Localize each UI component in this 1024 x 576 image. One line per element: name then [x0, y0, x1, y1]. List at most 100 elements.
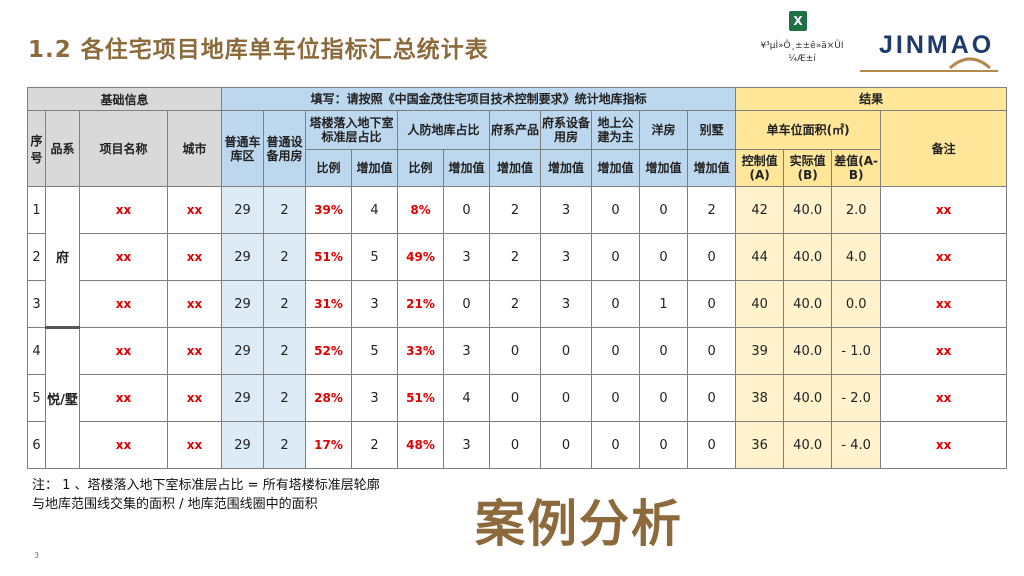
- cell-equip: 2: [263, 233, 307, 281]
- excel-caption-line2: ¼Æ±í: [788, 54, 816, 64]
- cell-tower-inc: 3: [351, 280, 399, 328]
- cell-garage: 29: [221, 327, 265, 375]
- cell-actual: 40.0: [783, 421, 833, 469]
- cell-civil-inc: 3: [443, 421, 491, 469]
- cell-control: 44: [735, 233, 785, 281]
- cell-city: xx: [166, 186, 223, 234]
- col-header-unit-area: 单车位面积(㎡): [735, 110, 882, 150]
- cell-project: xx: [79, 421, 168, 469]
- col-header-garage-area: 普通车库区: [221, 110, 265, 187]
- cell-western: 0: [639, 374, 689, 422]
- cell-remark: xx: [880, 374, 1008, 422]
- cell-actual: 40.0: [783, 327, 833, 375]
- cell-tower-inc: 5: [351, 327, 399, 375]
- cell-villa: 0: [687, 374, 737, 422]
- page-title: 1.2 各住宅项目地库单车位指标汇总统计表: [28, 37, 489, 63]
- cell-actual: 40.0: [783, 186, 833, 234]
- cell-project: xx: [79, 374, 168, 422]
- cell-sys-equip: 0: [540, 327, 593, 375]
- cell-actual: 40.0: [783, 233, 833, 281]
- cell-diff: - 1.0: [831, 327, 882, 375]
- footnote: 注： 1 、塔楼落入地下室标准层占比 = 所有塔楼标准层轮廓 与地库范围线交集的…: [32, 476, 380, 514]
- cell-seq: 4: [27, 327, 46, 375]
- cell-sys-equip: 3: [540, 233, 593, 281]
- cell-garage: 29: [221, 421, 265, 469]
- excel-caption-line1: ¥³µÌ»Ô¸±±ê»ã×ÜI: [760, 41, 844, 51]
- excel-file-caption[interactable]: ¥³µÌ»Ô¸±±ê»ã×ÜI ¼Æ±í: [752, 40, 852, 66]
- col-header-remark: 备注: [880, 110, 1008, 187]
- cell-city: xx: [166, 280, 223, 328]
- sub-header-control: 控制值(A): [735, 149, 785, 187]
- cell-equip: 2: [263, 327, 307, 375]
- cell-city: xx: [166, 327, 223, 375]
- cell-civil-ratio: 51%: [397, 374, 445, 422]
- col-header-villa: 别墅: [687, 110, 737, 150]
- table-row: 3 xx xx 29 2 31% 3 21% 0 2 3 0 1 0 40 40…: [27, 280, 1008, 328]
- excel-file-icon[interactable]: X: [789, 11, 807, 31]
- cell-diff: - 2.0: [831, 374, 882, 422]
- sub-header-civil-ratio: 比例: [397, 149, 445, 187]
- cell-sys-product: 2: [489, 280, 542, 328]
- cell-series-group: 悦/墅: [45, 327, 80, 469]
- cell-public: 0: [591, 421, 641, 469]
- cell-tower-ratio: 52%: [305, 327, 353, 375]
- cell-villa: 0: [687, 280, 737, 328]
- sub-header-western-inc: 增加值: [639, 149, 689, 187]
- cell-western: 0: [639, 233, 689, 281]
- cell-western: 0: [639, 327, 689, 375]
- cell-remark: xx: [880, 280, 1008, 328]
- cell-civil-ratio: 48%: [397, 421, 445, 469]
- cell-city: xx: [166, 421, 223, 469]
- sub-header-civil-inc: 增加值: [443, 149, 491, 187]
- col-header-series: 品系: [45, 110, 80, 187]
- cell-tower-inc: 2: [351, 421, 399, 469]
- parking-summary-table: 基础信息 填写：请按照《中国金茂住宅项目技术控制要求》统计地库指标 结果 序号 …: [26, 87, 1008, 469]
- cell-tower-ratio: 28%: [305, 374, 353, 422]
- footnote-line1: 注： 1 、塔楼落入地下室标准层占比 = 所有塔楼标准层轮廓: [32, 478, 380, 493]
- cell-remark: xx: [880, 421, 1008, 469]
- table-row: 6 xx xx 29 2 17% 2 48% 3 0 0 0 0 0 36 40…: [27, 421, 1008, 469]
- cell-equip: 2: [263, 421, 307, 469]
- cell-tower-ratio: 51%: [305, 233, 353, 281]
- cell-civil-ratio: 33%: [397, 327, 445, 375]
- cell-public: 0: [591, 280, 641, 328]
- cell-seq: 5: [27, 374, 46, 422]
- col-header-sys-product: 府系产品: [489, 110, 542, 150]
- cell-sys-equip: 3: [540, 186, 593, 234]
- cell-villa: 2: [687, 186, 737, 234]
- cell-seq: 2: [27, 233, 46, 281]
- cell-equip: 2: [263, 374, 307, 422]
- cell-civil-inc: 3: [443, 327, 491, 375]
- group-header-fill: 填写：请按照《中国金茂住宅项目技术控制要求》统计地库指标: [221, 87, 737, 111]
- cell-actual: 40.0: [783, 374, 833, 422]
- cell-public: 0: [591, 186, 641, 234]
- cell-public: 0: [591, 374, 641, 422]
- cell-control: 36: [735, 421, 785, 469]
- table-row: 5 xx xx 29 2 28% 3 51% 4 0 0 0 0 0 38 40…: [27, 374, 1008, 422]
- cell-sys-equip: 0: [540, 374, 593, 422]
- cell-civil-ratio: 8%: [397, 186, 445, 234]
- cell-project: xx: [79, 280, 168, 328]
- cell-diff: 0.0: [831, 280, 882, 328]
- sub-header-public-inc: 增加值: [591, 149, 641, 187]
- cell-actual: 40.0: [783, 280, 833, 328]
- cell-city: xx: [166, 233, 223, 281]
- cell-control: 42: [735, 186, 785, 234]
- footnote-line2: 与地库范围线交集的面积 / 地库范围线圈中的面积: [32, 497, 318, 512]
- cell-seq: 1: [27, 186, 46, 234]
- cell-remark: xx: [880, 233, 1008, 281]
- cell-sys-equip: 0: [540, 421, 593, 469]
- cell-city: xx: [166, 374, 223, 422]
- sub-header-actual: 实际值(B): [783, 149, 833, 187]
- cell-control: 39: [735, 327, 785, 375]
- sub-header-villa-inc: 增加值: [687, 149, 737, 187]
- sub-header-tower-ratio: 比例: [305, 149, 353, 187]
- header-divider: [860, 70, 998, 72]
- cell-tower-inc: 3: [351, 374, 399, 422]
- table-row: 2 xx xx 29 2 51% 5 49% 3 2 3 0 0 0 44 40…: [27, 233, 1008, 281]
- page-number: 3: [34, 551, 40, 560]
- cell-sys-product: 2: [489, 233, 542, 281]
- cell-diff: - 4.0: [831, 421, 882, 469]
- cell-garage: 29: [221, 280, 265, 328]
- col-header-seq: 序号: [27, 110, 46, 187]
